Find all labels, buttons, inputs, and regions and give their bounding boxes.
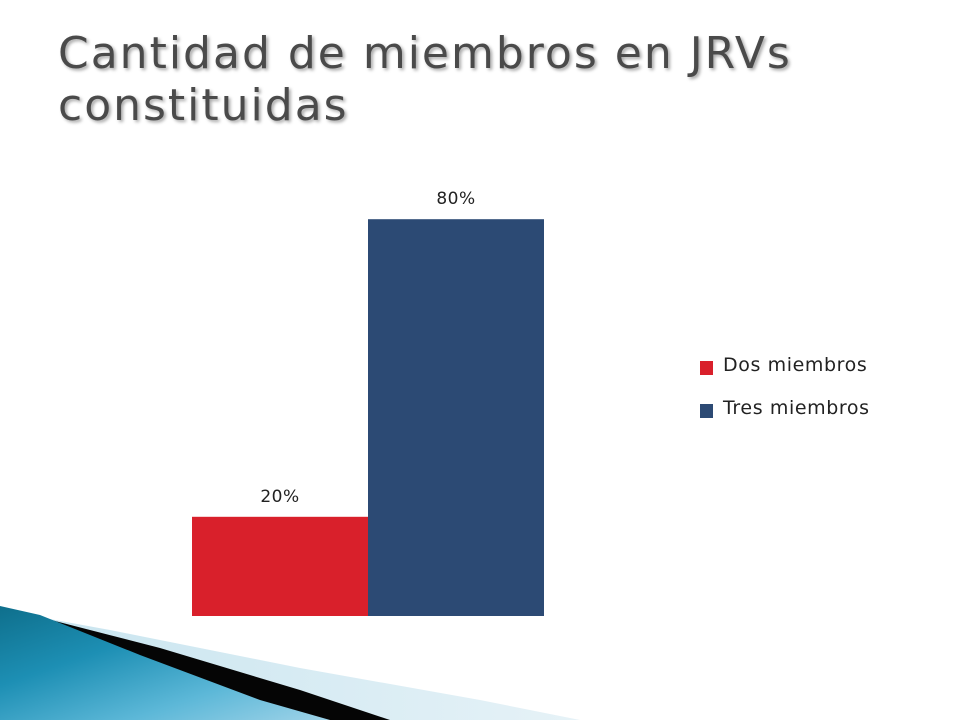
bars-layer: [192, 219, 544, 616]
blue-wave-shape: [0, 606, 330, 720]
slide-title: Cantidad de miembros en JRVs constituida…: [58, 28, 792, 131]
legend-label-tres-miembros: Tres miembros: [723, 397, 870, 419]
bar-dos-miembros: [192, 516, 368, 616]
bar-tres-miembros: [368, 219, 544, 616]
legend-item-tres-miembros: Tres miembros: [700, 397, 870, 419]
data-label-tres-miembros: 80%: [436, 189, 475, 209]
data-label-dos-miembros: 20%: [260, 487, 299, 507]
data-labels-layer: 20% 80%: [260, 189, 475, 507]
chart-legend: Dos miembros Tres miembros: [700, 354, 870, 440]
legend-swatch-dos-miembros: [700, 361, 713, 375]
legend-item-dos-miembros: Dos miembros: [700, 354, 870, 376]
legend-label-dos-miembros: Dos miembros: [723, 354, 868, 376]
black-wedge-shape: [20, 612, 390, 720]
legend-swatch-tres-miembros: [700, 404, 713, 418]
